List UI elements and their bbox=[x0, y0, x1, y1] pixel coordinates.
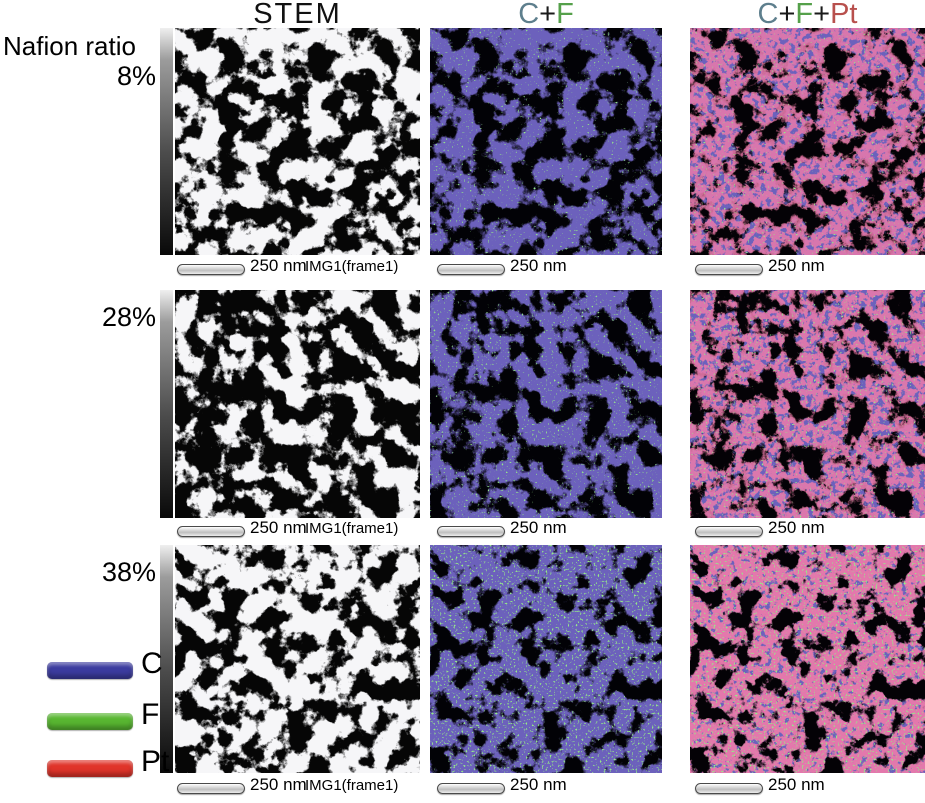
legend-swatch-c bbox=[47, 662, 133, 679]
scale-bar bbox=[437, 783, 505, 794]
legend-swatch-pt bbox=[47, 760, 133, 777]
legend-label-f: F bbox=[141, 698, 160, 731]
scale-label: 250 nm bbox=[250, 518, 307, 537]
header-pt-label: Pt bbox=[830, 0, 858, 30]
scale-label: 250 nm bbox=[250, 256, 307, 275]
stem-image-28pct bbox=[175, 290, 420, 518]
frame-label: IMG1(frame1) bbox=[305, 777, 399, 794]
header-c-label: C bbox=[757, 0, 779, 30]
legend-swatch-f bbox=[47, 713, 133, 730]
cfpt-map-38pct bbox=[690, 545, 925, 773]
intensity-gradient-bar bbox=[160, 545, 173, 773]
scale-label: 250 nm bbox=[250, 775, 307, 794]
header-c-label: C bbox=[518, 0, 540, 30]
scale-label: 250 nm bbox=[768, 256, 825, 275]
scale-bar bbox=[177, 783, 245, 794]
intensity-gradient-bar bbox=[160, 28, 173, 255]
stem-image-38pct bbox=[175, 545, 420, 773]
column-header-cfpt: C+F+Pt bbox=[690, 0, 925, 29]
legend-label-pt: Pt bbox=[141, 745, 170, 778]
row-label-38pct: 38% bbox=[101, 557, 156, 587]
header-plus-sign: + bbox=[539, 0, 557, 30]
stem-image-8pct bbox=[175, 28, 420, 255]
scale-label: 250 nm bbox=[510, 775, 567, 794]
cf-map-8pct bbox=[430, 28, 662, 255]
scale-bar bbox=[177, 264, 245, 275]
row-label-28pct: 28% bbox=[101, 302, 156, 332]
frame-label: IMG1(frame1) bbox=[305, 520, 399, 537]
header-f-label: F bbox=[795, 0, 814, 30]
scale-bar bbox=[437, 264, 505, 275]
scale-label: 250 nm bbox=[768, 518, 825, 537]
scale-bar bbox=[695, 526, 763, 537]
cfpt-map-8pct bbox=[690, 28, 925, 255]
header-plus-sign: + bbox=[778, 0, 796, 30]
legend-label-c: C bbox=[141, 647, 163, 680]
scale-bar bbox=[177, 526, 245, 537]
header-f-label: F bbox=[556, 0, 574, 30]
row-label-8pct: 8% bbox=[116, 61, 156, 91]
scale-bar bbox=[437, 526, 505, 537]
scale-label: 250 nm bbox=[510, 518, 567, 537]
scale-bar bbox=[695, 783, 763, 794]
cf-map-28pct bbox=[430, 290, 662, 518]
scale-label: 250 nm bbox=[510, 256, 567, 275]
header-plus-sign: + bbox=[813, 0, 831, 30]
column-header-stem: STEM bbox=[253, 0, 342, 30]
frame-label: IMG1(frame1) bbox=[305, 258, 399, 275]
cfpt-map-28pct bbox=[690, 290, 925, 518]
column-header-cf: C+F bbox=[430, 0, 662, 29]
scale-bar bbox=[695, 264, 763, 275]
cf-map-38pct bbox=[430, 545, 662, 773]
nafion-ratio-title: Nafion ratio bbox=[3, 31, 136, 61]
intensity-gradient-bar bbox=[160, 290, 173, 518]
scale-label: 250 nm bbox=[768, 775, 825, 794]
